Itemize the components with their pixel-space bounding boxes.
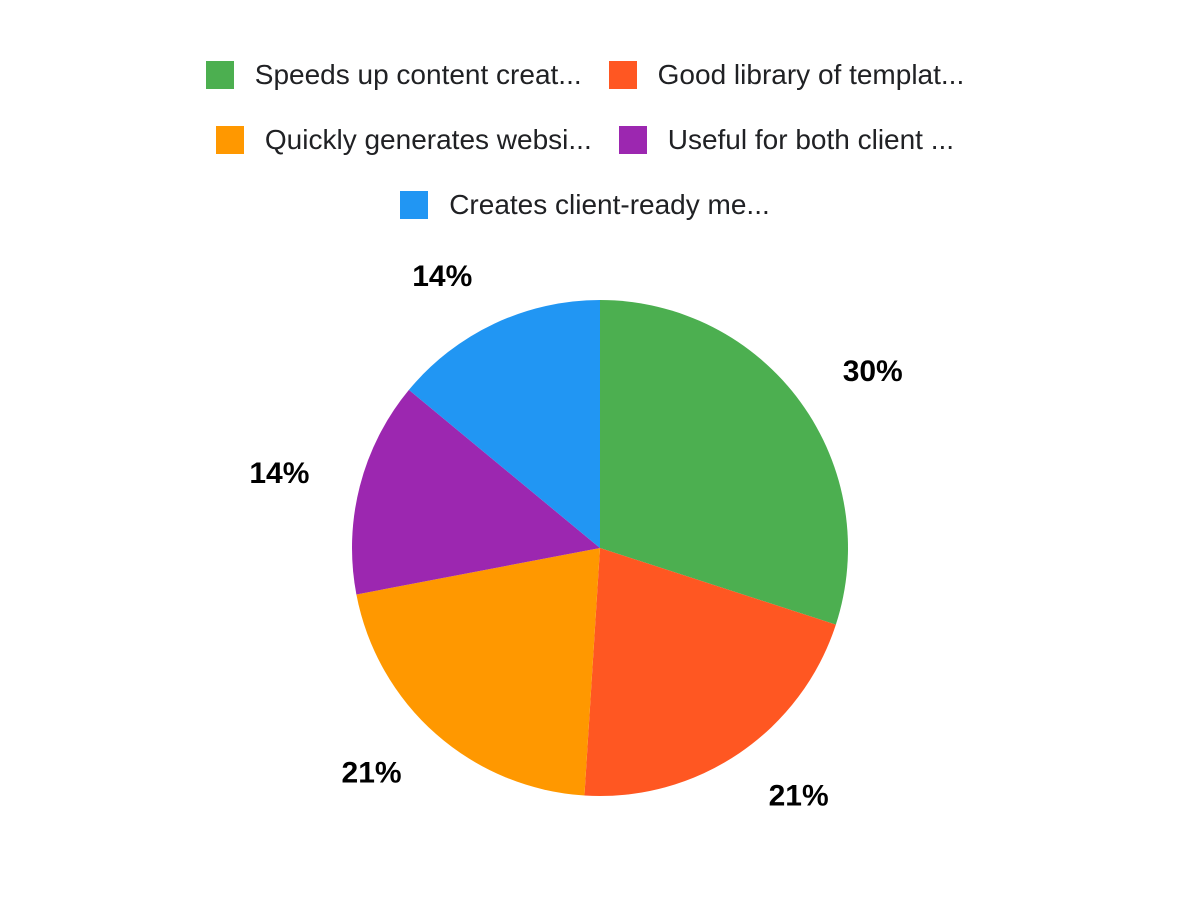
legend-item-2[interactable]: Quickly generates websi... [215,123,592,156]
legend-row: Quickly generates websi... Useful for bot… [215,123,955,156]
legend-label: Speeds up content creat... [254,59,582,90]
pie-slice-4[interactable] [408,300,600,548]
pie-slice-percent-label-1: 21% [769,780,829,813]
legend-swatch-purple [618,125,647,154]
legend-row: Creates client-ready me... [400,188,770,221]
pie-slice-percent-label-2: 21% [342,757,402,790]
legend-item-3[interactable]: Useful for both client ... [618,123,955,156]
pie-slice-1[interactable] [584,548,836,796]
pie-slice-3[interactable] [351,389,600,595]
legend-item-1[interactable]: Good library of templat... [608,58,965,91]
pie-slice-percent-label-4: 14% [412,260,472,293]
pie-slice-percent-label-0: 30% [843,355,903,388]
legend-swatch-blue [400,190,429,219]
legend-swatch-orange [215,125,244,154]
legend-label: Quickly generates websi... [264,124,592,155]
legend-label: Creates client-ready me... [449,189,770,220]
legend-swatch-green [205,60,234,89]
pie-slice-percent-label-3: 14% [249,457,309,490]
legend-swatch-red-orange [608,60,637,89]
legend-item-0[interactable]: Speeds up content creat... [205,58,582,91]
legend-item-4[interactable]: Creates client-ready me... [400,188,770,221]
legend-label: Useful for both client ... [667,124,955,155]
legend-label: Good library of templat... [657,59,965,90]
pie-slice-0[interactable] [600,300,848,625]
chart-legend: Speeds up content creat... Good library o… [0,58,1170,221]
pie-slice-2[interactable] [356,548,600,796]
legend-row: Speeds up content creat... Good library o… [205,58,965,91]
